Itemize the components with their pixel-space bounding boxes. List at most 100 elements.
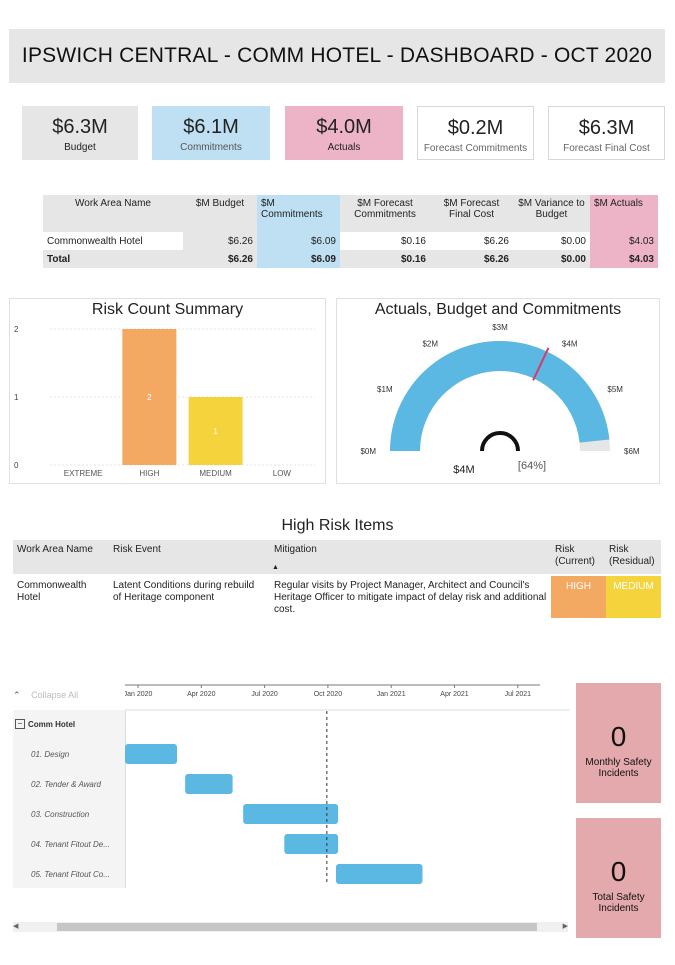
x-tick-label: MEDIUM (199, 469, 232, 478)
hr-cell-risk-current: HIGH (551, 576, 606, 618)
cell-commitments: $6.09 (257, 232, 340, 250)
gauge-tick-label: $6M (624, 447, 640, 456)
gauge-percent-label: [64%] (518, 460, 546, 472)
gantt-bar[interactable] (243, 804, 339, 824)
hr-col-risk-residual[interactable]: Risk (Residual) (609, 544, 655, 567)
gauge-tick-label: $3M (492, 323, 508, 332)
cost-summary-table: Work Area Name $M Budget $M Commitments … (43, 195, 658, 268)
cell-total-variance: $0.00 (513, 250, 590, 268)
hr-cell-risk-residual: MEDIUM (606, 576, 661, 618)
table-header-row: Work Area Name $M Budget $M Commitments … (43, 195, 658, 232)
gauge-panel[interactable]: Actuals, Budget and Commitments $0M $1M $2… (336, 298, 660, 484)
total-safety-card[interactable]: 0 Total Safety Incidents (576, 818, 661, 938)
bar-medium[interactable] (188, 397, 243, 465)
gantt-bar[interactable] (336, 864, 423, 884)
total-safety-value: 0 (610, 856, 627, 887)
risk-residual-value: MEDIUM (613, 581, 654, 592)
x-tick-label: LOW (273, 469, 292, 478)
kpi-budget-label: Budget (64, 142, 96, 153)
gantt-bar[interactable] (185, 774, 233, 794)
gauge-tick-label: $1M (377, 385, 393, 394)
gantt-bar[interactable] (284, 834, 339, 854)
scroll-left-icon[interactable]: ◀ (13, 923, 19, 930)
col-header-variance[interactable]: $M Variance to Budget (513, 195, 590, 232)
scrollbar-thumb[interactable] (57, 923, 537, 931)
risk-count-chart: 0 1 2 EXTREME 2 HIGH 1 MEDIUM LOW (14, 325, 315, 478)
gantt-task-label[interactable]: 04. Tenant Fitout De... (31, 840, 110, 849)
horizontal-scrollbar[interactable]: ◀ ▶ (13, 922, 568, 932)
gantt-bar[interactable] (125, 744, 178, 764)
risk-current-value: HIGH (566, 581, 591, 592)
scroll-right-icon[interactable]: ▶ (562, 923, 568, 930)
col-header-budget[interactable]: $M Budget (183, 195, 257, 232)
kpi-commitments[interactable]: $6.1M Commitments (152, 106, 270, 160)
y-tick-label: 1 (14, 393, 19, 402)
col-header-commitments[interactable]: $M Commitments (257, 195, 340, 232)
gauge-tick-label: $0M (360, 447, 376, 456)
cell-total-forecast-final-cost: $6.26 (430, 250, 513, 268)
hr-cell-mitigation: Regular visits by Project Manager, Archi… (274, 580, 547, 615)
cell-budget: $6.26 (183, 232, 257, 250)
gantt-task-label[interactable]: 02. Tender & Award (31, 780, 101, 789)
gauge-tick-label: $5M (607, 385, 623, 394)
gauge-hub (480, 431, 520, 452)
hr-col-risk-event[interactable]: Risk Event (113, 544, 161, 555)
y-tick-label: 2 (14, 325, 19, 334)
hr-col-risk-current[interactable]: Risk (Current) (555, 544, 596, 567)
table-row[interactable]: Commonwealth Hotel $6.26 $6.09 $0.16 $6.… (43, 232, 658, 250)
gauge-fill[interactable] (390, 341, 610, 451)
col-header-forecast-final-cost[interactable]: $M Forecast Final Cost (430, 195, 513, 232)
kpi-forecast-final-cost-value: $6.3M (578, 117, 635, 139)
hr-col-work-area[interactable]: Work Area Name (17, 544, 93, 555)
cell-total-label: Total (43, 250, 183, 268)
risk-count-panel[interactable]: Risk Count Summary 0 1 2 EXTREME 2 HIGH 1 MEDIU… (9, 298, 326, 484)
gauge-title: Actuals, Budget and Commitments (374, 301, 622, 318)
col-header-actuals[interactable]: $M Actuals (590, 195, 658, 232)
hr-cell-risk-event: Latent Conditions during rebuild of Heri… (113, 580, 255, 603)
sort-ascending-icon[interactable]: ▲ (272, 564, 279, 571)
dashboard-title: IPSWICH CENTRAL - COMM HOTEL - DASHBOARD… (21, 44, 653, 67)
cell-actuals: $4.03 (590, 232, 658, 250)
collapse-all-label: Collapse All (31, 690, 79, 700)
kpi-budget-value: $6.3M (52, 116, 108, 138)
kpi-forecast-commitments[interactable]: $0.2M Forecast Commitments (417, 106, 534, 160)
gantt-axis-label: Jan 2021 (377, 691, 406, 698)
gantt-axis-label: Jul 2020 (251, 691, 278, 698)
bar-data-label: 2 (147, 393, 152, 402)
kpi-commitments-label: Commitments (180, 142, 242, 153)
table-total-row: Total $6.26 $6.09 $0.16 $6.26 $0.00 $4.0… (43, 250, 658, 268)
bar-high[interactable] (122, 329, 177, 465)
gantt-axis-label: Jan 2020 (125, 691, 153, 698)
high-risk-header (13, 540, 661, 574)
hr-col-mitigation[interactable]: Mitigation (274, 544, 317, 555)
monthly-safety-label: Monthly Safety Incidents (585, 757, 652, 779)
monthly-safety-card[interactable]: 0 Monthly Safety Incidents (576, 683, 661, 803)
col-header-forecast-commitments[interactable]: $M Forecast Commitments (340, 195, 430, 232)
collapse-group-icon[interactable]: − (15, 719, 25, 729)
cell-forecast-commitments: $0.16 (340, 232, 430, 250)
kpi-forecast-commitments-label: Forecast Commitments (423, 143, 528, 154)
gauge-target-marker (531, 347, 550, 383)
gantt-task-label[interactable]: 03. Construction (31, 810, 90, 819)
kpi-actuals-value: $4.0M (316, 116, 372, 138)
kpi-forecast-final-cost[interactable]: $6.3M Forecast Final Cost (548, 106, 665, 160)
chevron-up-icon: ⌃ (13, 690, 21, 700)
kpi-budget[interactable]: $6.3M Budget (22, 106, 138, 160)
kpi-actuals[interactable]: $4.0M Actuals (285, 106, 403, 160)
kpi-actuals-label: Actuals (327, 142, 361, 153)
kpi-forecast-commitments-value: $0.2M (447, 117, 504, 139)
collapse-all-button[interactable]: ⌃ Collapse All (13, 690, 78, 701)
col-header-work-area[interactable]: Work Area Name (43, 195, 183, 232)
gauge-value-label: $4M (453, 464, 474, 476)
gauge-tick-label: $2M (422, 340, 438, 349)
risk-count-title: Risk Count Summary (91, 301, 244, 318)
bar-data-label: 1 (213, 427, 218, 436)
cell-total-forecast-commitments: $0.16 (340, 250, 430, 268)
gantt-group-label[interactable]: Comm Hotel (28, 720, 76, 729)
gantt-task-label[interactable]: 01. Design (31, 750, 70, 759)
kpi-commitments-value: $6.1M (183, 116, 239, 138)
cell-total-commitments: $6.09 (257, 250, 340, 268)
hr-cell-work-area: Commonwealth Hotel (17, 580, 87, 603)
gantt-task-label[interactable]: 05. Tenant Fitout Co... (31, 870, 110, 879)
gantt-axis-label: Apr 2020 (187, 691, 216, 698)
